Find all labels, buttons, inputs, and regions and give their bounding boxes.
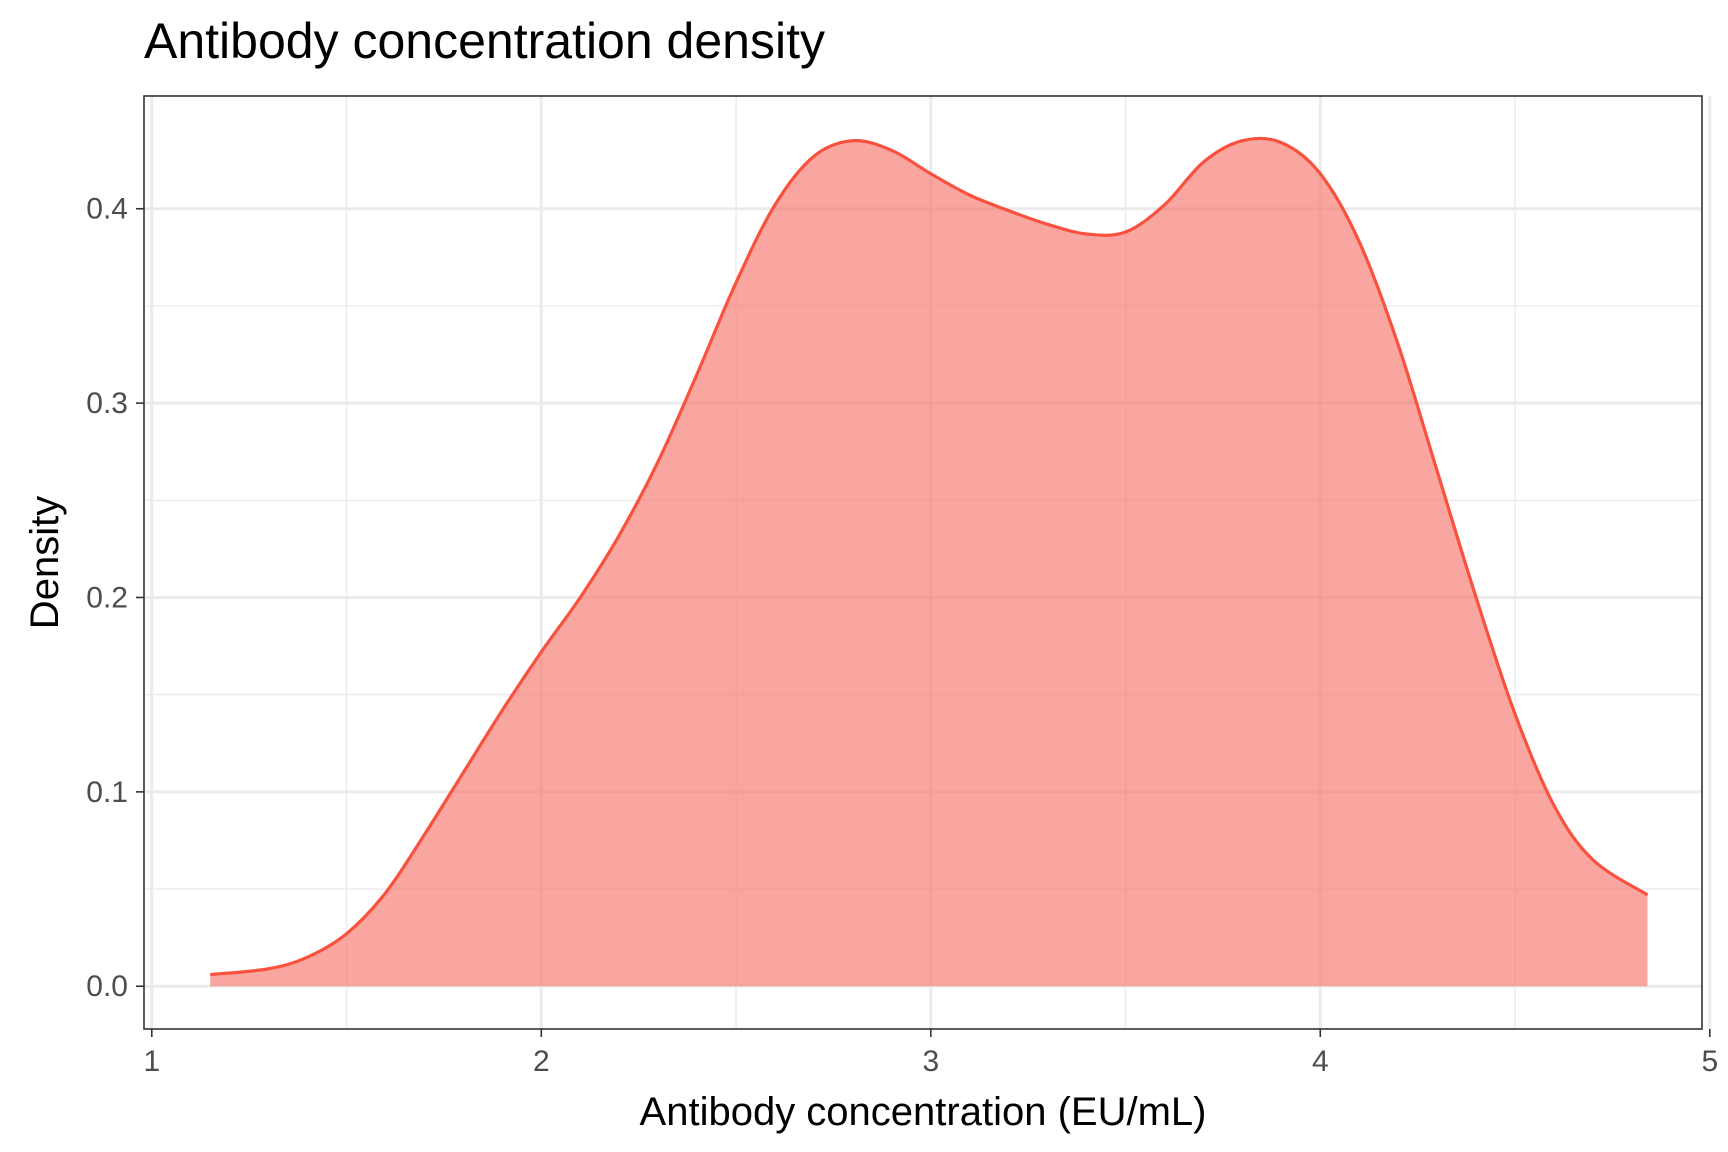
y-tick-label: 0.0 bbox=[86, 970, 128, 1003]
density-line bbox=[210, 136, 1649, 977]
y-axis-title: Density bbox=[23, 496, 67, 629]
density-area bbox=[210, 138, 1648, 987]
x-tick-label: 1 bbox=[143, 1045, 160, 1078]
y-tick-label: 0.3 bbox=[86, 387, 128, 420]
x-tick-label: 3 bbox=[922, 1045, 939, 1078]
axis-ticks: 1 2 3 4 5 0.0 0.1 0.2 0.3 0.4 bbox=[86, 193, 1718, 1078]
y-tick-label: 0.1 bbox=[86, 776, 128, 809]
density-curve bbox=[210, 136, 1649, 987]
x-tick-label: 2 bbox=[533, 1045, 550, 1078]
x-axis-title: Antibody concentration (EU/mL) bbox=[640, 1090, 1207, 1134]
chart-title: Antibody concentration density bbox=[144, 13, 825, 69]
x-tick-label: 4 bbox=[1312, 1045, 1329, 1078]
x-tick-label: 5 bbox=[1701, 1045, 1718, 1078]
y-tick-label: 0.4 bbox=[86, 193, 128, 226]
panel-border bbox=[143, 95, 1703, 1030]
y-tick-label: 0.2 bbox=[86, 581, 128, 614]
